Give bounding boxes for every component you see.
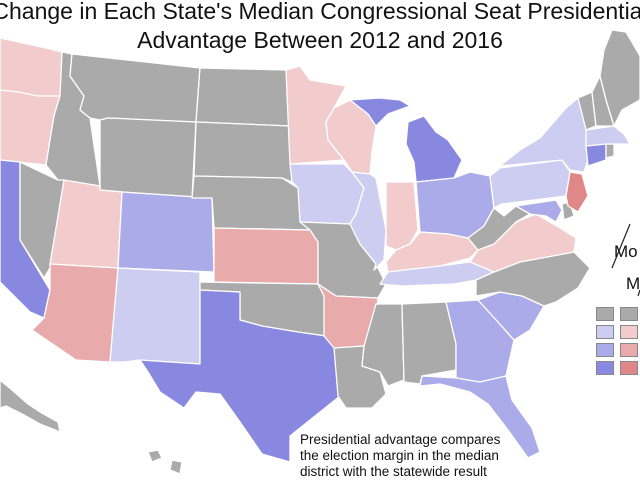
state-new-york[interactable] bbox=[499, 97, 589, 173]
legend-swatch-red-mid bbox=[620, 343, 638, 357]
state-pennsylvania[interactable] bbox=[489, 159, 571, 209]
state-alaska[interactable] bbox=[0, 379, 61, 433]
state-south-dakota[interactable] bbox=[193, 121, 293, 183]
legend-label-b: Mo bbox=[626, 274, 640, 293]
state-michigan-upper[interactable] bbox=[349, 97, 411, 127]
state-maryland[interactable] bbox=[515, 199, 563, 223]
legend-swatch-red-light bbox=[620, 325, 638, 339]
legend-swatch-blue-mid bbox=[596, 343, 614, 357]
state-hawaii-island[interactable] bbox=[169, 459, 183, 475]
note-line1: Presidential advantage compares bbox=[300, 432, 501, 447]
state-kansas[interactable] bbox=[213, 227, 319, 285]
legend-swatch-gray-2 bbox=[620, 307, 638, 321]
state-colorado[interactable] bbox=[117, 191, 215, 273]
state-new-jersey[interactable] bbox=[565, 171, 589, 213]
legend-swatch-gray-1 bbox=[596, 307, 614, 321]
state-west-virginia[interactable] bbox=[467, 205, 531, 251]
state-connecticut[interactable] bbox=[585, 143, 607, 167]
legend-swatch-red-strong bbox=[620, 361, 638, 375]
state-massachusetts[interactable] bbox=[585, 125, 631, 147]
note-line2: the election margin in the median bbox=[300, 448, 499, 463]
map-title-line2: Advantage Between 2012 and 2016 bbox=[137, 27, 503, 53]
state-maine[interactable] bbox=[599, 29, 640, 127]
state-florida[interactable] bbox=[419, 375, 541, 459]
map-title-line1: Change in Each State's Median Congressio… bbox=[0, 0, 640, 24]
state-rhode-island[interactable] bbox=[605, 143, 615, 159]
state-texas[interactable] bbox=[139, 289, 341, 463]
state-michigan-lower[interactable] bbox=[405, 115, 463, 183]
state-north-dakota[interactable] bbox=[195, 67, 291, 127]
state-montana[interactable] bbox=[69, 53, 201, 123]
state-alabama[interactable] bbox=[401, 301, 457, 385]
note-line3: district with the statewide result bbox=[300, 464, 487, 479]
legend-leader-line-a bbox=[611, 223, 631, 269]
methodology-note: Presidential advantage compares the elec… bbox=[300, 432, 540, 480]
state-arizona[interactable] bbox=[31, 263, 119, 363]
state-illinois[interactable] bbox=[349, 171, 387, 271]
legend-swatch-blue-strong bbox=[596, 361, 614, 375]
legend-label-a: Mo bbox=[614, 242, 638, 261]
legend-swatch-blue-light bbox=[596, 325, 614, 339]
state-hawaii[interactable] bbox=[147, 449, 163, 463]
state-new-mexico[interactable] bbox=[109, 267, 201, 365]
state-wyoming[interactable] bbox=[99, 117, 197, 199]
